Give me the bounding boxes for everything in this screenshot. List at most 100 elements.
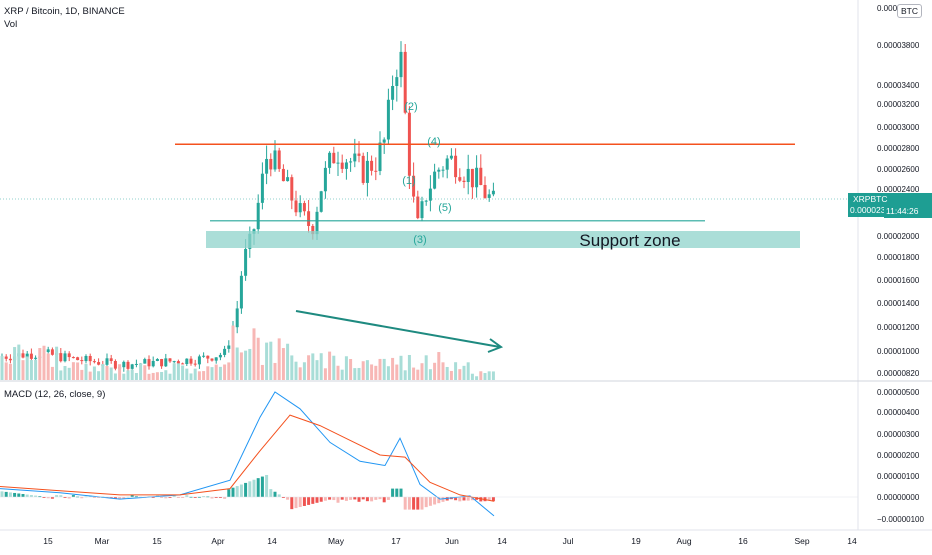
candle-body xyxy=(340,162,344,169)
volume-bar xyxy=(151,372,155,380)
macd-histogram-bar xyxy=(185,495,189,497)
candle-body xyxy=(475,167,479,188)
candle-body xyxy=(168,358,172,362)
time-tick-label: 19 xyxy=(631,536,641,546)
trend-arrow-shaft xyxy=(295,310,501,348)
price-tick-label: 0.00003200 xyxy=(877,100,920,109)
volume-bar xyxy=(126,370,130,380)
macd-histogram-bar xyxy=(109,497,113,498)
macd-histogram-bar xyxy=(214,497,218,498)
volume-bar xyxy=(92,366,96,380)
volume-bar xyxy=(113,373,117,380)
volume-bar xyxy=(441,362,445,380)
macd-histogram-bar xyxy=(332,497,336,501)
candle-body xyxy=(176,361,180,364)
macd-histogram-bar xyxy=(42,497,46,498)
candle-body xyxy=(357,153,361,156)
candle-body xyxy=(260,173,264,203)
macd-histogram-bar xyxy=(4,491,8,497)
macd-histogram-bar xyxy=(361,497,365,500)
candle-body xyxy=(277,150,281,169)
volume-bar xyxy=(176,363,180,380)
candle-body xyxy=(487,194,491,198)
macd-tick-label: −0.00000100 xyxy=(877,515,924,524)
volume-bar xyxy=(311,353,315,380)
volume-bar xyxy=(55,346,59,380)
candle-body xyxy=(374,170,378,172)
time-tick-label: May xyxy=(328,536,345,546)
candle-body xyxy=(323,167,327,192)
candle-body xyxy=(441,169,445,171)
time-tick-label: 14 xyxy=(847,536,857,546)
macd-histogram-bar xyxy=(441,497,445,502)
macd-histogram-bar xyxy=(416,497,420,510)
macd-tick-label: 0.00000300 xyxy=(877,430,920,439)
macd-histogram-bar xyxy=(302,497,306,506)
price-tick-label: 0.00002400 xyxy=(877,185,920,194)
volume-bar xyxy=(412,367,416,380)
macd-histogram-bar xyxy=(244,482,248,497)
volume-bar xyxy=(134,372,138,380)
macd-histogram-bar xyxy=(273,491,277,497)
time-tick-label: Jun xyxy=(445,536,459,546)
candle-body xyxy=(76,357,80,361)
candle-body xyxy=(244,248,248,276)
volume-bar xyxy=(147,373,151,380)
candle-body xyxy=(399,51,403,78)
volume-bar xyxy=(122,373,126,380)
price-tick-label: 0.00002800 xyxy=(877,144,920,153)
candle-body xyxy=(395,77,399,86)
volume-bar xyxy=(323,368,327,380)
macd-histogram-bar xyxy=(328,497,332,500)
volume-bar xyxy=(29,360,33,380)
price-tick-label: 0.00001400 xyxy=(877,299,920,308)
macd-histogram-bar xyxy=(59,495,63,497)
price-tick-label: 0.00000820 xyxy=(877,369,920,378)
macd-histogram-bar xyxy=(80,497,84,499)
volume-bar xyxy=(399,355,403,380)
candle-body xyxy=(273,150,277,170)
volume-bar xyxy=(210,367,214,380)
macd-histogram-bar xyxy=(470,497,474,501)
candle-body xyxy=(319,191,323,212)
volume-bar xyxy=(391,357,395,380)
candle-body xyxy=(382,139,386,143)
volume-bar xyxy=(235,347,239,380)
volume-bar xyxy=(260,364,264,380)
candle-body xyxy=(437,169,441,172)
volume-bar xyxy=(189,373,193,380)
candle-body xyxy=(416,196,420,219)
candle-body xyxy=(181,363,185,365)
macd-histogram-bar xyxy=(395,488,399,497)
candle-body xyxy=(294,200,298,213)
macd-histogram-bar xyxy=(17,493,21,497)
volume-bar xyxy=(17,344,21,380)
candle-body xyxy=(332,152,336,164)
candle-body xyxy=(202,355,206,357)
volume-bar xyxy=(437,352,441,380)
macd-histogram-bar xyxy=(151,497,155,498)
macd-histogram-bar xyxy=(160,497,164,498)
candle-body xyxy=(172,361,176,363)
macd-histogram-bar xyxy=(370,497,374,502)
macd-histogram-bar xyxy=(391,488,395,497)
macd-tick-label: 0.00000100 xyxy=(877,472,920,481)
volume-bar xyxy=(50,366,54,380)
macd-histogram-bar xyxy=(176,497,180,498)
candle-body xyxy=(160,359,164,367)
currency-badge[interactable]: BTC xyxy=(897,4,922,18)
volume-bar xyxy=(21,360,25,380)
macd-histogram-bar xyxy=(353,497,357,500)
candle-body xyxy=(84,355,88,362)
macd-histogram-bar xyxy=(38,496,42,498)
macd-histogram-bar xyxy=(428,497,432,506)
volume-bar xyxy=(466,362,470,380)
candle-body xyxy=(424,200,428,202)
candle-body xyxy=(449,155,453,159)
volume-bar xyxy=(336,365,340,380)
candle-body xyxy=(88,355,92,362)
candle-body xyxy=(290,177,294,201)
volume-bar xyxy=(223,364,227,380)
